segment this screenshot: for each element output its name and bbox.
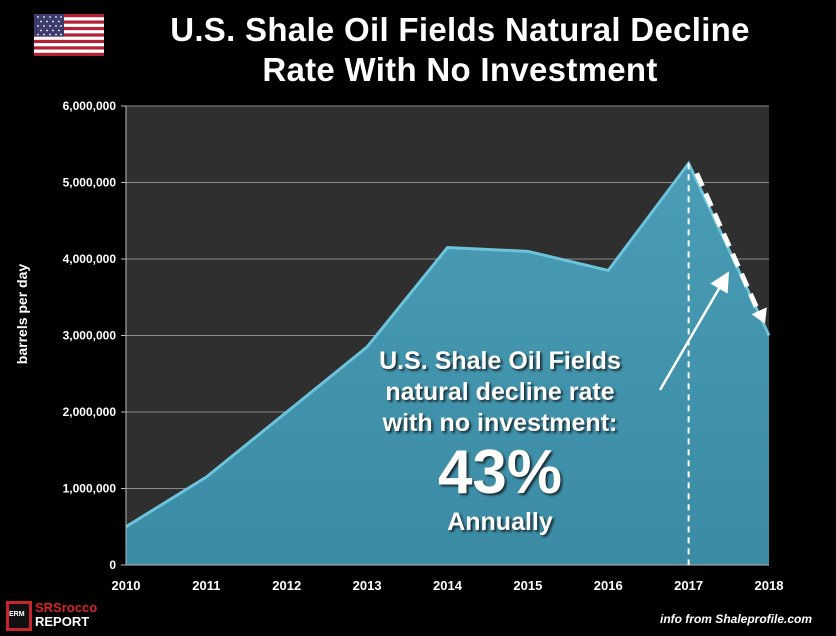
y-tick-label: 6,000,000 xyxy=(63,99,117,113)
y-axis-label: barrels per day xyxy=(14,263,30,365)
x-tick-label: 2010 xyxy=(112,578,141,593)
area-series xyxy=(126,163,769,565)
chart-title-line-2: Rate With No Investment xyxy=(262,51,658,88)
x-tick-label: 2013 xyxy=(353,578,382,593)
source-credit: info from Shaleprofile.com xyxy=(659,612,812,626)
y-tick-label: 4,000,000 xyxy=(63,252,117,266)
annotation-line-2: natural decline rate xyxy=(385,378,615,406)
logo-text: SRSrocco REPORT xyxy=(35,601,97,629)
annotation-period: Annually xyxy=(447,508,553,536)
annotation-pointer-arrow xyxy=(658,271,730,391)
x-tick-label: 2014 xyxy=(433,578,463,593)
chart-title: U.S. Shale Oil Fields Natural Decline Ra… xyxy=(110,10,810,90)
x-tick-label: 2017 xyxy=(674,578,703,593)
logo-line-2: REPORT xyxy=(35,614,90,629)
annotation-line-1: U.S. Shale Oil Fields xyxy=(379,347,621,375)
area-series-edge xyxy=(125,160,771,529)
annotation-percent: 43% xyxy=(437,438,563,507)
y-tick-label: 3,000,000 xyxy=(63,329,117,343)
x-tick-label: 2015 xyxy=(513,578,542,593)
x-tick-label: 2016 xyxy=(594,578,623,593)
x-tick-label: 2018 xyxy=(755,578,784,593)
decline-arrow-shaft xyxy=(694,172,764,319)
y-tick-label: 2,000,000 xyxy=(63,405,117,419)
decline-arrow-head xyxy=(751,307,767,324)
chart-title-line-1: U.S. Shale Oil Fields Natural Decline xyxy=(170,11,750,48)
x-tick-label: 2012 xyxy=(272,578,301,593)
y-tick-label: 0 xyxy=(109,558,116,572)
logo-badge: ERM xyxy=(9,611,25,618)
y-tick-label: 1,000,000 xyxy=(63,482,117,496)
x-tick-label: 2011 xyxy=(192,578,220,593)
y-tick-label: 5,000,000 xyxy=(63,176,117,190)
annotation-line-3: with no investment: xyxy=(382,409,618,437)
logo-line-1: SRSrocco xyxy=(35,600,98,615)
